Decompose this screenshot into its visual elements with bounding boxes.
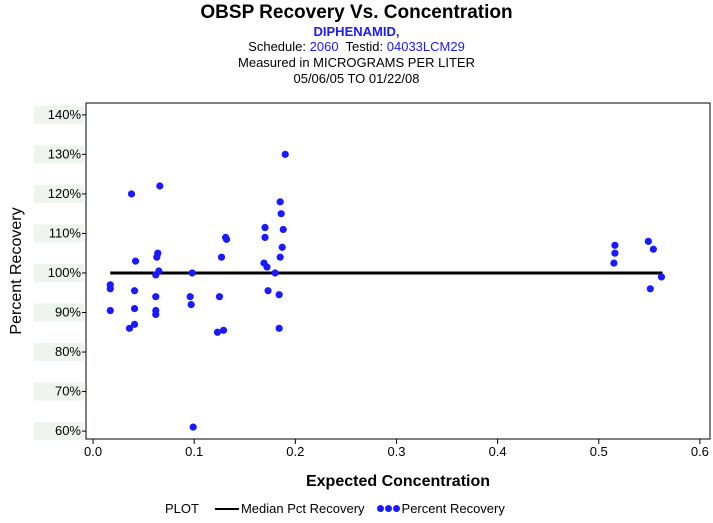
x-axis-label: Expected Concentration <box>306 473 490 490</box>
data-point <box>611 241 619 249</box>
data-point <box>263 263 271 271</box>
date-range: 05/06/05 TO 01/22/08 <box>293 71 420 86</box>
schedule-line: Schedule: 2060 Testid: 04033LCM29 <box>0 39 713 54</box>
data-point <box>219 326 228 334</box>
data-point <box>264 287 272 295</box>
data-point <box>152 306 160 315</box>
data-point <box>189 423 197 431</box>
y-tick-label: 100% <box>48 265 82 280</box>
y-tick-band <box>34 145 84 164</box>
data-point <box>130 320 139 328</box>
legend: PLOT Median Pct Recovery Percent Recover… <box>165 501 505 516</box>
data-point <box>106 285 114 293</box>
data-point <box>187 301 195 309</box>
data-point <box>281 150 289 158</box>
y-tick-label: 140% <box>48 107 82 122</box>
data-point <box>275 291 283 299</box>
data-point <box>131 257 140 265</box>
data-point <box>261 233 269 241</box>
data-point <box>271 269 279 277</box>
data-point <box>130 287 139 295</box>
data-point <box>130 304 139 313</box>
points-swatch <box>376 505 400 512</box>
y-tick-band <box>34 224 84 243</box>
data-point <box>215 293 224 301</box>
y-tick-label: 120% <box>48 186 82 201</box>
data-point <box>213 328 222 336</box>
data-point <box>276 198 284 206</box>
y-tick-band <box>34 105 84 124</box>
testid-value: 04033LCM29 <box>386 39 465 54</box>
y-tick-label: 60% <box>55 423 81 438</box>
y-tick-band <box>34 263 84 282</box>
y-tick-band <box>34 343 84 362</box>
data-point <box>275 324 283 332</box>
plot-area-frame <box>85 102 711 440</box>
data-point <box>217 253 226 261</box>
x-tick-label: 0.0 <box>84 444 102 459</box>
data-points <box>106 150 666 431</box>
data-point <box>106 306 114 315</box>
data-point <box>186 293 194 301</box>
data-point <box>611 249 619 257</box>
data-point <box>152 293 160 301</box>
data-point <box>125 324 134 332</box>
x-tick-label: 0.3 <box>387 444 405 459</box>
measured-units: Measured in MICROGRAMS PER LITER <box>238 55 475 70</box>
compound-name: DIPHENAMID, <box>313 24 400 39</box>
data-point <box>657 273 666 281</box>
data-point <box>610 259 618 267</box>
data-point <box>156 182 164 190</box>
y-tick-label: 70% <box>55 384 81 399</box>
x-tick-label: 0.5 <box>590 444 608 459</box>
legend-plot-label: PLOT <box>165 501 199 516</box>
data-point <box>261 223 269 232</box>
x-tick-label: 0.2 <box>286 444 304 459</box>
tick-bands <box>34 105 84 441</box>
y-tick-band <box>34 422 84 441</box>
data-point <box>127 190 136 198</box>
y-tick-label: 80% <box>55 344 81 359</box>
data-point <box>279 225 287 234</box>
y-tick-label: 110% <box>49 225 82 240</box>
data-point <box>649 245 657 253</box>
data-point <box>278 243 286 251</box>
data-point <box>155 267 163 275</box>
data-point <box>188 269 196 277</box>
x-tick-label: 0.4 <box>489 444 507 459</box>
data-point <box>646 285 654 293</box>
data-point <box>154 249 162 257</box>
y-tick-band <box>34 303 84 322</box>
x-tick-label: 0.1 <box>185 444 203 459</box>
schedule-label: Schedule: <box>248 39 306 54</box>
data-point <box>644 237 652 245</box>
legend-points-label: Percent Recovery <box>401 501 505 516</box>
x-tick-label: 0.6 <box>691 444 709 459</box>
y-tick-band <box>34 382 84 401</box>
testid-label: Testid: <box>345 39 384 54</box>
y-axis-label: Percent Recovery <box>8 207 25 334</box>
median-line-swatch <box>214 507 239 510</box>
x-axis-ticks: 0.0 0.1 0.2 0.3 0.4 0.5 0.6 <box>84 439 709 459</box>
chart-title: OBSP Recovery Vs. Concentration <box>200 2 513 23</box>
data-point <box>276 253 284 261</box>
y-tick-band <box>34 184 84 203</box>
schedule-value: 2060 <box>309 39 339 54</box>
data-point <box>277 210 285 218</box>
legend-median-label: Median Pct Recovery <box>240 501 365 516</box>
y-tick-label: 90% <box>55 305 81 320</box>
data-point <box>222 235 231 243</box>
y-tick-label: 130% <box>48 146 82 161</box>
y-axis-ticks: 60% 70% 80% 90% 100% 110% 120% 130% 140% <box>48 107 86 438</box>
